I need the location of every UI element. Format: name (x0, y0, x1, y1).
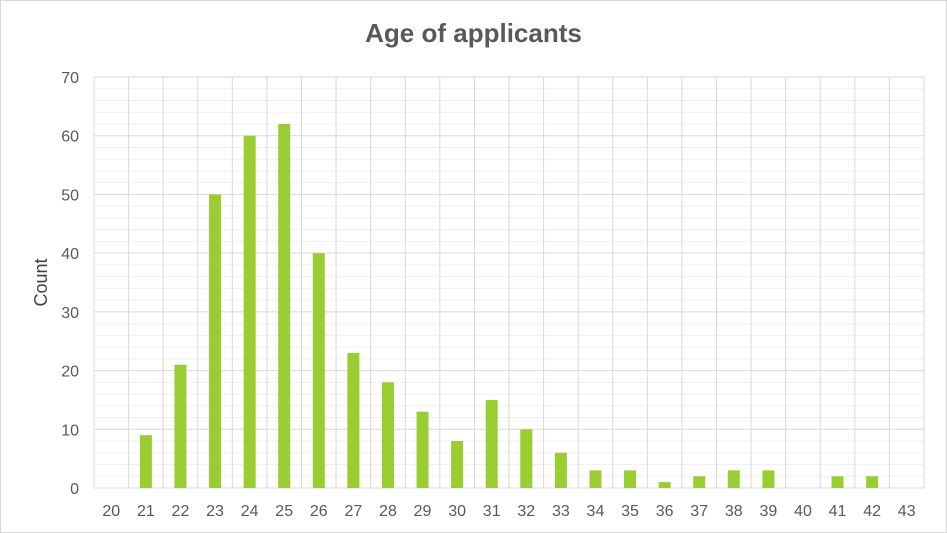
x-tick-label: 28 (379, 503, 397, 520)
bar (727, 470, 740, 488)
bar (485, 399, 498, 488)
bar (831, 476, 844, 488)
bar (243, 135, 256, 488)
bar (520, 429, 533, 488)
bar (762, 470, 775, 488)
x-tick-label: 38 (725, 503, 743, 520)
bar (209, 194, 222, 488)
x-tick-label: 27 (344, 503, 362, 520)
bar (658, 482, 671, 488)
x-tick-label: 24 (241, 503, 259, 520)
bar (278, 123, 291, 488)
y-tick-label: 50 (61, 187, 79, 204)
x-tick-labels: 20 21 22 23 24 25 26 27 28 29 30 31 32 33 34 35 36 37 38 39… (102, 503, 915, 520)
bar (347, 352, 360, 488)
x-tick-label: 35 (621, 503, 639, 520)
bar (693, 476, 706, 488)
x-tick-label: 42 (863, 503, 881, 520)
x-tick-label: 25 (275, 503, 293, 520)
bar (381, 382, 394, 488)
x-tick-label: 23 (206, 503, 224, 520)
bar (139, 435, 152, 488)
y-tick-label: 40 (61, 246, 79, 263)
x-tick-label: 41 (829, 503, 847, 520)
y-tick-label: 70 (61, 70, 79, 87)
x-tick-label: 29 (414, 503, 432, 520)
bar (174, 364, 187, 488)
bar (866, 476, 879, 488)
x-tick-label: 22 (172, 503, 190, 520)
x-tick-label: 43 (898, 503, 916, 520)
bars (139, 123, 879, 488)
y-tick-label: 20 (61, 364, 79, 381)
x-tick-label: 33 (552, 503, 570, 520)
y-tick-label: 60 (61, 129, 79, 146)
x-tick-label: 31 (483, 503, 501, 520)
x-tick-label: 20 (102, 503, 120, 520)
chart-title: Age of applicants (365, 18, 582, 48)
x-tick-label: 39 (759, 503, 777, 520)
x-tick-label: 21 (137, 503, 155, 520)
bar (554, 452, 567, 488)
y-tick-label: 10 (61, 422, 79, 439)
bar (624, 470, 637, 488)
x-tick-label: 36 (656, 503, 674, 520)
bar (589, 470, 602, 488)
x-tick-label: 34 (587, 503, 605, 520)
gridlines (93, 76, 925, 489)
y-tick-label: 30 (61, 305, 79, 322)
bar (312, 253, 325, 488)
y-tick-labels: 0 10 20 30 40 50 60 70 (61, 70, 79, 498)
x-tick-label: 26 (310, 503, 328, 520)
y-tick-label: 0 (70, 481, 79, 498)
x-tick-label: 30 (448, 503, 466, 520)
x-tick-label: 37 (690, 503, 708, 520)
x-tick-label: 32 (517, 503, 535, 520)
bar (451, 441, 464, 488)
x-tick-label: 40 (794, 503, 812, 520)
bar (416, 411, 429, 488)
y-axis-title: Count (31, 258, 51, 306)
